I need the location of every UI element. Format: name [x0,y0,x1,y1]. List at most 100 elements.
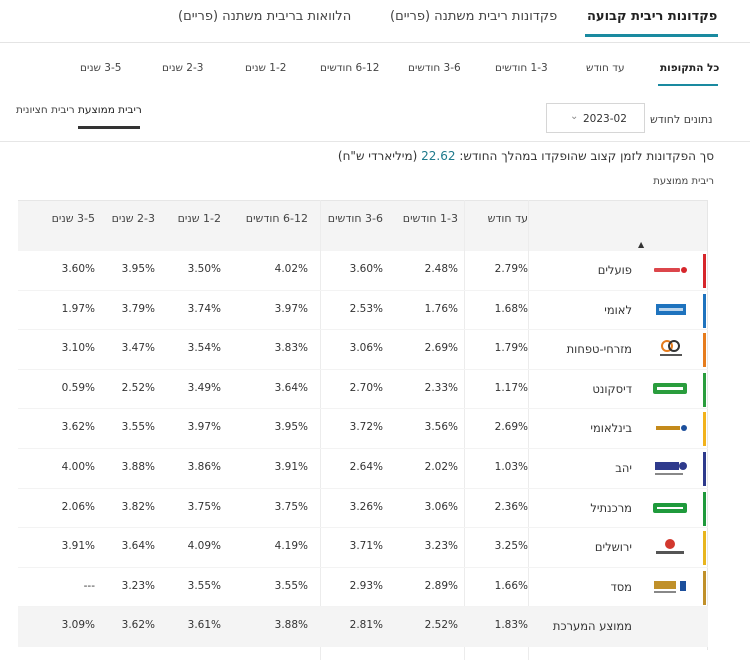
rate-cell: 3.97% [274,302,308,315]
period-tab-2-3-years[interactable]: 2-3 שנים [162,62,204,74]
mercantile-logo [650,496,690,520]
rate-cell: 1.68% [494,302,528,315]
sort-ascending-icon[interactable]: ▲ [638,240,645,249]
period-tab-3-5-years[interactable]: 3-5 שנים [80,62,122,74]
rate-cell: 1.97% [61,302,95,315]
rate-cell: 3.55% [187,579,221,592]
period-tab-up-to-month[interactable]: עד חודש [586,62,625,74]
leumi-logo [650,298,690,322]
active-toggle-indicator [78,126,140,129]
poalim-logo [650,258,690,282]
summary-unit: (מיליארדי ש"ח) [337,149,418,163]
bank-name: בינלאומי [590,421,632,436]
massad-logo [650,575,690,599]
bank-color-bar [703,531,706,566]
rate-cell: 3.55% [121,421,155,434]
jerusalem-logo [650,535,690,559]
tab-variable-rate-loans[interactable]: הלוואות בריבית משתנה (פריים) [178,9,352,24]
rate-cell: 3.64% [274,381,308,394]
rate-cell: 2.36% [494,500,528,513]
rate-cell: 3.74% [187,302,221,315]
bank-color-bar [703,412,706,447]
tab-fixed-rate-deposits[interactable]: פקדונות ריבית קבועה [587,9,718,24]
rate-cell: 3.49% [187,381,221,394]
yahav-logo [650,456,690,480]
column-separator [320,200,321,660]
bank-color-bar [703,293,706,328]
rate-cell: 3.54% [187,342,221,355]
table-row: דיסקונט 1.17% 2.33% 2.70% 3.64% 3.49% 2.52% 0.5… [18,370,708,410]
rate-cell: 3.26% [349,500,383,513]
rate-cell: 4.19% [274,540,308,553]
rate-cell: 4.02% [274,263,308,275]
toggle-average-rate[interactable]: ריבית ממוצעת [78,104,142,116]
rate-cell: 2.89% [424,579,458,592]
bank-name: דיסקונט [592,381,632,396]
period-tab-3-6-months[interactable]: 3-6 חודשים [408,62,461,74]
summary-text: סך הפקדונות לזמן קצוב שהופקדו במהלך החוד… [459,149,714,163]
bank-color-bar [703,452,706,486]
rate-cell: 3.47% [121,342,155,355]
rate-cell: 1.03% [494,461,528,473]
rate-cell: 3.60% [349,263,383,275]
period-tab-1-3-months[interactable]: 1-3 חודשים [495,62,548,74]
rate-cell: 3.88% [121,461,155,473]
table-row: מזרחי-טפחות 1.79% 2.69% 3.06% 3.83% 3.54% 3.47… [18,330,708,370]
rate-cell: 4.09% [187,540,221,553]
rate-cell: 3.97% [187,421,221,434]
bank-name: יהב [615,461,632,475]
table-label: ריבית ממוצעת [653,176,714,187]
period-tab-all[interactable]: כל התקופות [660,62,720,74]
rate-cell: 1.66% [494,579,528,592]
bank-name: מזרחי-טפחות [566,342,632,357]
rate-cell: 2.70% [349,381,383,394]
rate-cell: --- [83,579,95,592]
rate-cell: 3.71% [349,540,383,553]
column-header[interactable]: 3-5 שנים [51,212,95,225]
rate-cell: 2.64% [349,461,383,473]
rate-cell: 2.69% [494,421,528,434]
bank-color-bar [703,254,706,288]
bank-name: פועלים [597,263,632,277]
column-header[interactable]: 1-2 שנים [177,212,221,225]
rate-cell: 0.59% [61,381,95,394]
period-tab-6-12-months[interactable]: 6-12 חודשים [320,62,380,74]
rate-cell: 4.00% [61,461,95,473]
column-separator [528,200,529,660]
rate-cell: 2.52% [121,381,155,394]
rate-cell: 3.83% [274,342,308,355]
bank-color-bar [703,333,706,368]
table-right-border [707,200,708,650]
rate-cell: 1.79% [494,342,528,355]
tab-variable-rate-deposits[interactable]: פקדונות ריבית משתנה (פריים) [390,9,558,24]
bank-name: ירושלים [594,540,632,555]
column-header[interactable]: עד חודש [487,212,528,225]
rate-cell: 1.17% [494,381,528,394]
column-header[interactable]: 3-6 חודשים [327,212,383,225]
rate-cell: 2.06% [61,500,95,513]
rate-cell: 3.75% [274,500,308,513]
rate-cell: 3.23% [424,540,458,553]
column-separator [464,200,465,660]
rate-cell: 2.02% [424,461,458,473]
active-tab-indicator [585,34,718,37]
rate-cell: 3.91% [61,540,95,553]
column-header[interactable]: 2-3 שנים [111,212,155,225]
rate-cell: 2.33% [424,381,458,394]
rate-cell: 3.25% [494,540,528,553]
bank-color-bar [703,372,706,407]
main-tabs: פקדונות ריבית קבועה פקדונות ריבית משתנה … [0,0,750,42]
table-row: מסד 1.66% 2.89% 2.93% 3.55% 3.55% 3.23% --- [18,568,708,608]
rate-cell: 3.55% [274,579,308,592]
average-row-label: ממוצע המערכת [552,619,632,634]
toggle-median-rate[interactable]: ריבית חציונית [16,104,75,116]
rate-cell: 2.69% [424,342,458,355]
table-row: לאומי 1.68% 1.76% 2.53% 3.97% 3.74% 3.79% 1.97% [18,291,708,331]
bank-name: מרכנתיל [590,500,632,515]
month-select[interactable]: 2023-02 ⌄ [546,103,645,133]
column-header[interactable]: 1-3 חודשים [402,212,458,225]
rate-cell: 3.91% [274,461,308,473]
column-header[interactable]: 6-12 חודשים [245,212,308,225]
period-tab-1-2-years[interactable]: 1-2 שנים [245,62,287,74]
discount-logo [650,377,690,401]
